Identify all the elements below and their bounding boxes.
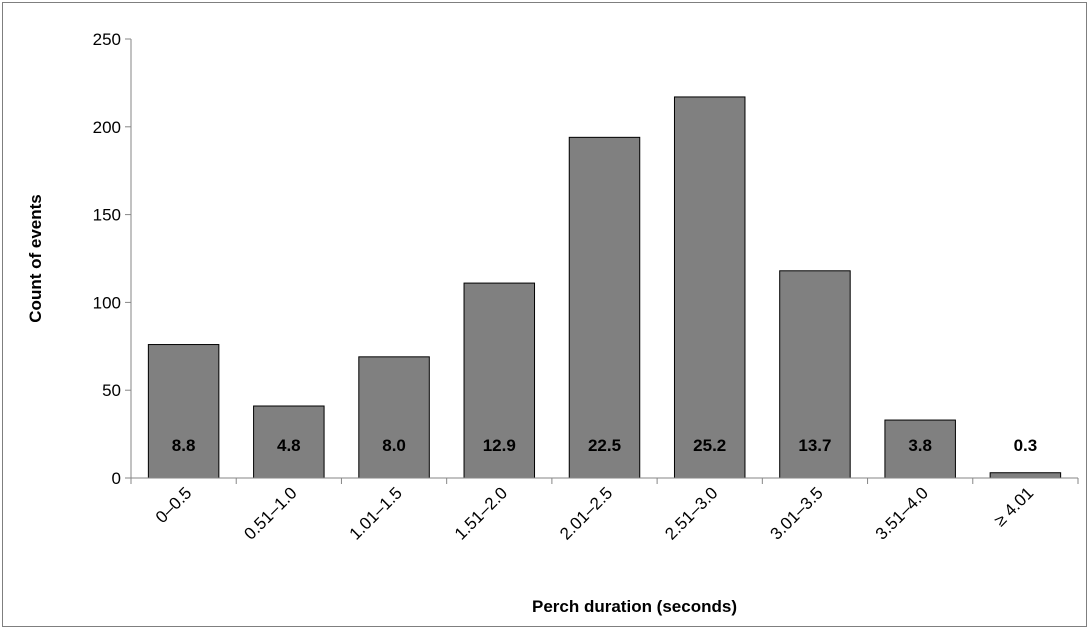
y-tick-label: 100: [93, 293, 121, 312]
bar: [358, 356, 430, 479]
bars: 8.8 4.8 8.0 12.9 22.5 25.2 13.7 3.8 0.3: [147, 96, 1062, 479]
x-axis-title: Perch duration (seconds): [532, 597, 737, 616]
bar-data-label: 13.7: [798, 436, 831, 455]
y-tick-label: 150: [93, 206, 121, 225]
bar: [147, 344, 220, 479]
bar-chart: 0 50 100 150 200 250 8.8 4.8 8.0 12.9 22.5 25.2 13.…: [26, 30, 1079, 616]
x-tick-label: 2.51–3.0: [661, 483, 721, 543]
x-tick-label: 2.01–2.5: [556, 483, 616, 543]
x-tick-label: 3.51–4.0: [872, 483, 932, 543]
x-tick-label: 3.01–3.5: [767, 483, 827, 543]
x-tick-label: ≥ 4.01: [990, 483, 1037, 530]
x-tick-label: 0–0.5: [152, 483, 196, 527]
y-tick-label: 250: [93, 30, 121, 49]
bar-data-label: 8.0: [382, 436, 406, 455]
bar-data-label: 8.8: [172, 436, 196, 455]
bar-data-label: 25.2: [693, 436, 726, 455]
bar-data-label: 0.3: [1014, 436, 1038, 455]
y-axis-title: Count of events: [26, 194, 45, 322]
bar: [884, 419, 956, 479]
bar-data-label: 4.8: [277, 436, 301, 455]
x-axis: 0–0.5 0.51–1.0 1.01–1.5 1.51–2.0 2.01–2.5 2.5…: [130, 477, 1079, 544]
y-tick-label: 50: [102, 381, 121, 400]
bar-data-label: 3.8: [908, 436, 932, 455]
bar: [989, 472, 1062, 479]
y-axis: 0 50 100 150 200 250: [93, 30, 132, 488]
x-tick-label: 1.01–1.5: [346, 483, 406, 543]
bar: [673, 96, 746, 479]
x-tick-label: 1.51–2.0: [451, 483, 511, 543]
bar-data-label: 12.9: [483, 436, 516, 455]
bar-data-label: 22.5: [588, 436, 621, 455]
x-tick-label: 0.51–1.0: [240, 483, 300, 543]
bar: [568, 136, 641, 479]
y-tick-label: 200: [93, 118, 121, 137]
bar: [779, 270, 851, 479]
y-tick-label: 0: [112, 469, 121, 488]
bar: [463, 282, 536, 479]
